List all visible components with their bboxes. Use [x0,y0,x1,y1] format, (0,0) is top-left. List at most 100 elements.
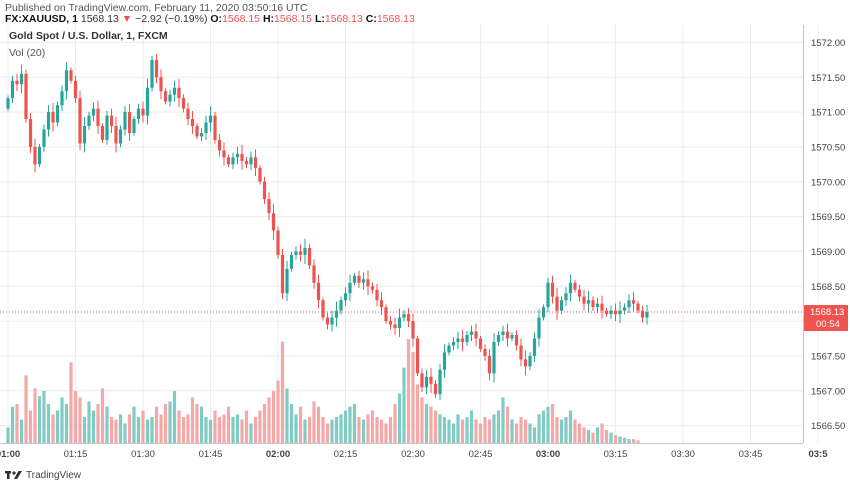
volume-bar [28,410,33,443]
volume-bar [267,397,271,443]
candle-body [348,282,352,294]
candle-body [546,282,550,308]
volume-bar [168,401,172,443]
candle-body [456,338,460,342]
candle-body [397,317,402,329]
candle-body [393,324,397,329]
candle-body [42,129,46,147]
candle-body [69,70,73,81]
published-note: Published on TradingView.com, February 1… [5,2,308,14]
volume-bar [546,406,550,443]
volume-bar [447,419,451,443]
time-tick-label: 01:30 [131,449,155,460]
volume-bar [271,391,276,443]
price-axis[interactable]: 1566.501567.001567.501568.001568.501569.… [811,38,845,432]
candle-body [600,303,604,311]
time-tick-label: 01:45 [199,449,223,460]
time-axis[interactable]: 01:00 01:15 01:30 01:45 02:00 02:15 02:30 02:45… [0,449,828,460]
chart-legend-title: Gold Spot / U.S. Dollar, 1, FXCM [9,30,168,42]
candle-body [150,59,154,88]
volume-bar [316,406,321,443]
price-tick-label: 1566.50 [811,421,845,432]
volume-bar [451,423,456,443]
candle-body [204,122,208,133]
candle-body [87,115,91,127]
symbol-name[interactable]: FX:XAUUSD, 1 [5,13,78,25]
candle-body [82,126,87,144]
candle-body [465,335,469,342]
volume-bar [276,380,280,443]
volume-bar [510,419,514,443]
candle-body [37,146,42,165]
candle-body [352,275,357,283]
volume-bar [393,404,397,443]
candle-body [249,157,253,165]
candle-body [469,331,474,336]
candle-body [402,314,406,318]
candle-body [123,112,127,130]
volume-bar [604,430,609,443]
volume-bar [357,417,361,443]
volume-bar [190,397,195,443]
volume-bar [487,419,492,443]
candle-body [73,80,78,99]
volume-bar [370,410,375,443]
volume-bar [46,404,51,443]
time-tick-label: 02:15 [334,449,358,460]
high-value: 1568.15 [274,13,313,25]
candle-body [636,303,640,311]
volume-bar [150,417,154,443]
volume-bar [334,417,339,443]
candle-body [550,282,555,297]
volume-bar [523,419,528,443]
volume-bar [37,396,42,443]
candle-body [217,139,222,151]
price-tick-label: 1570.00 [811,177,845,188]
volume-bar [154,406,159,443]
time-tick-label: 03:5 [808,449,828,460]
candle-body [46,112,51,130]
volume-bar [307,417,312,443]
volume-bar [91,410,96,443]
candle-body [271,213,276,231]
candle-body [474,331,478,339]
volume-bar [577,423,582,443]
price-tick-label: 1567.00 [811,386,845,397]
volume-bar [240,419,244,443]
volume-bar [496,410,501,443]
price-tick-label: 1570.50 [811,142,845,153]
volume-bar [195,404,199,443]
time-tick-label: 02:00 [266,449,290,460]
volume-bar [618,436,622,443]
volume-bar [379,419,384,443]
volume-bar [415,384,420,443]
candle-body [379,300,384,308]
volume-bar [78,397,82,443]
volume-bar [199,406,204,443]
volume-bar [348,406,352,443]
candle-body [424,376,429,388]
time-tick-label: 03:45 [739,449,763,460]
volume-bar [339,414,343,443]
volume-bar [622,437,627,443]
candle-body [145,87,150,116]
volume-bar [55,410,60,443]
volume-bar [258,410,262,443]
volume-bar [118,414,123,443]
volume-bar [564,417,568,443]
time-tick-label: 02:45 [469,449,493,460]
volume-bar [249,423,253,443]
candle-body [10,80,15,99]
candle-body [136,108,141,120]
candlestick-chart[interactable]: 1566.501567.001567.501568.001568.501569.… [0,25,852,468]
volume-bar [163,404,168,443]
volume-bar [294,414,298,443]
close-value: 1568.13 [376,13,415,25]
candle-body [231,157,235,165]
candle-body [244,160,249,165]
volume-bar [460,419,465,443]
candle-body [262,181,267,200]
volume-bar [298,406,303,443]
candle-body [258,167,262,182]
candle-body [195,126,199,137]
